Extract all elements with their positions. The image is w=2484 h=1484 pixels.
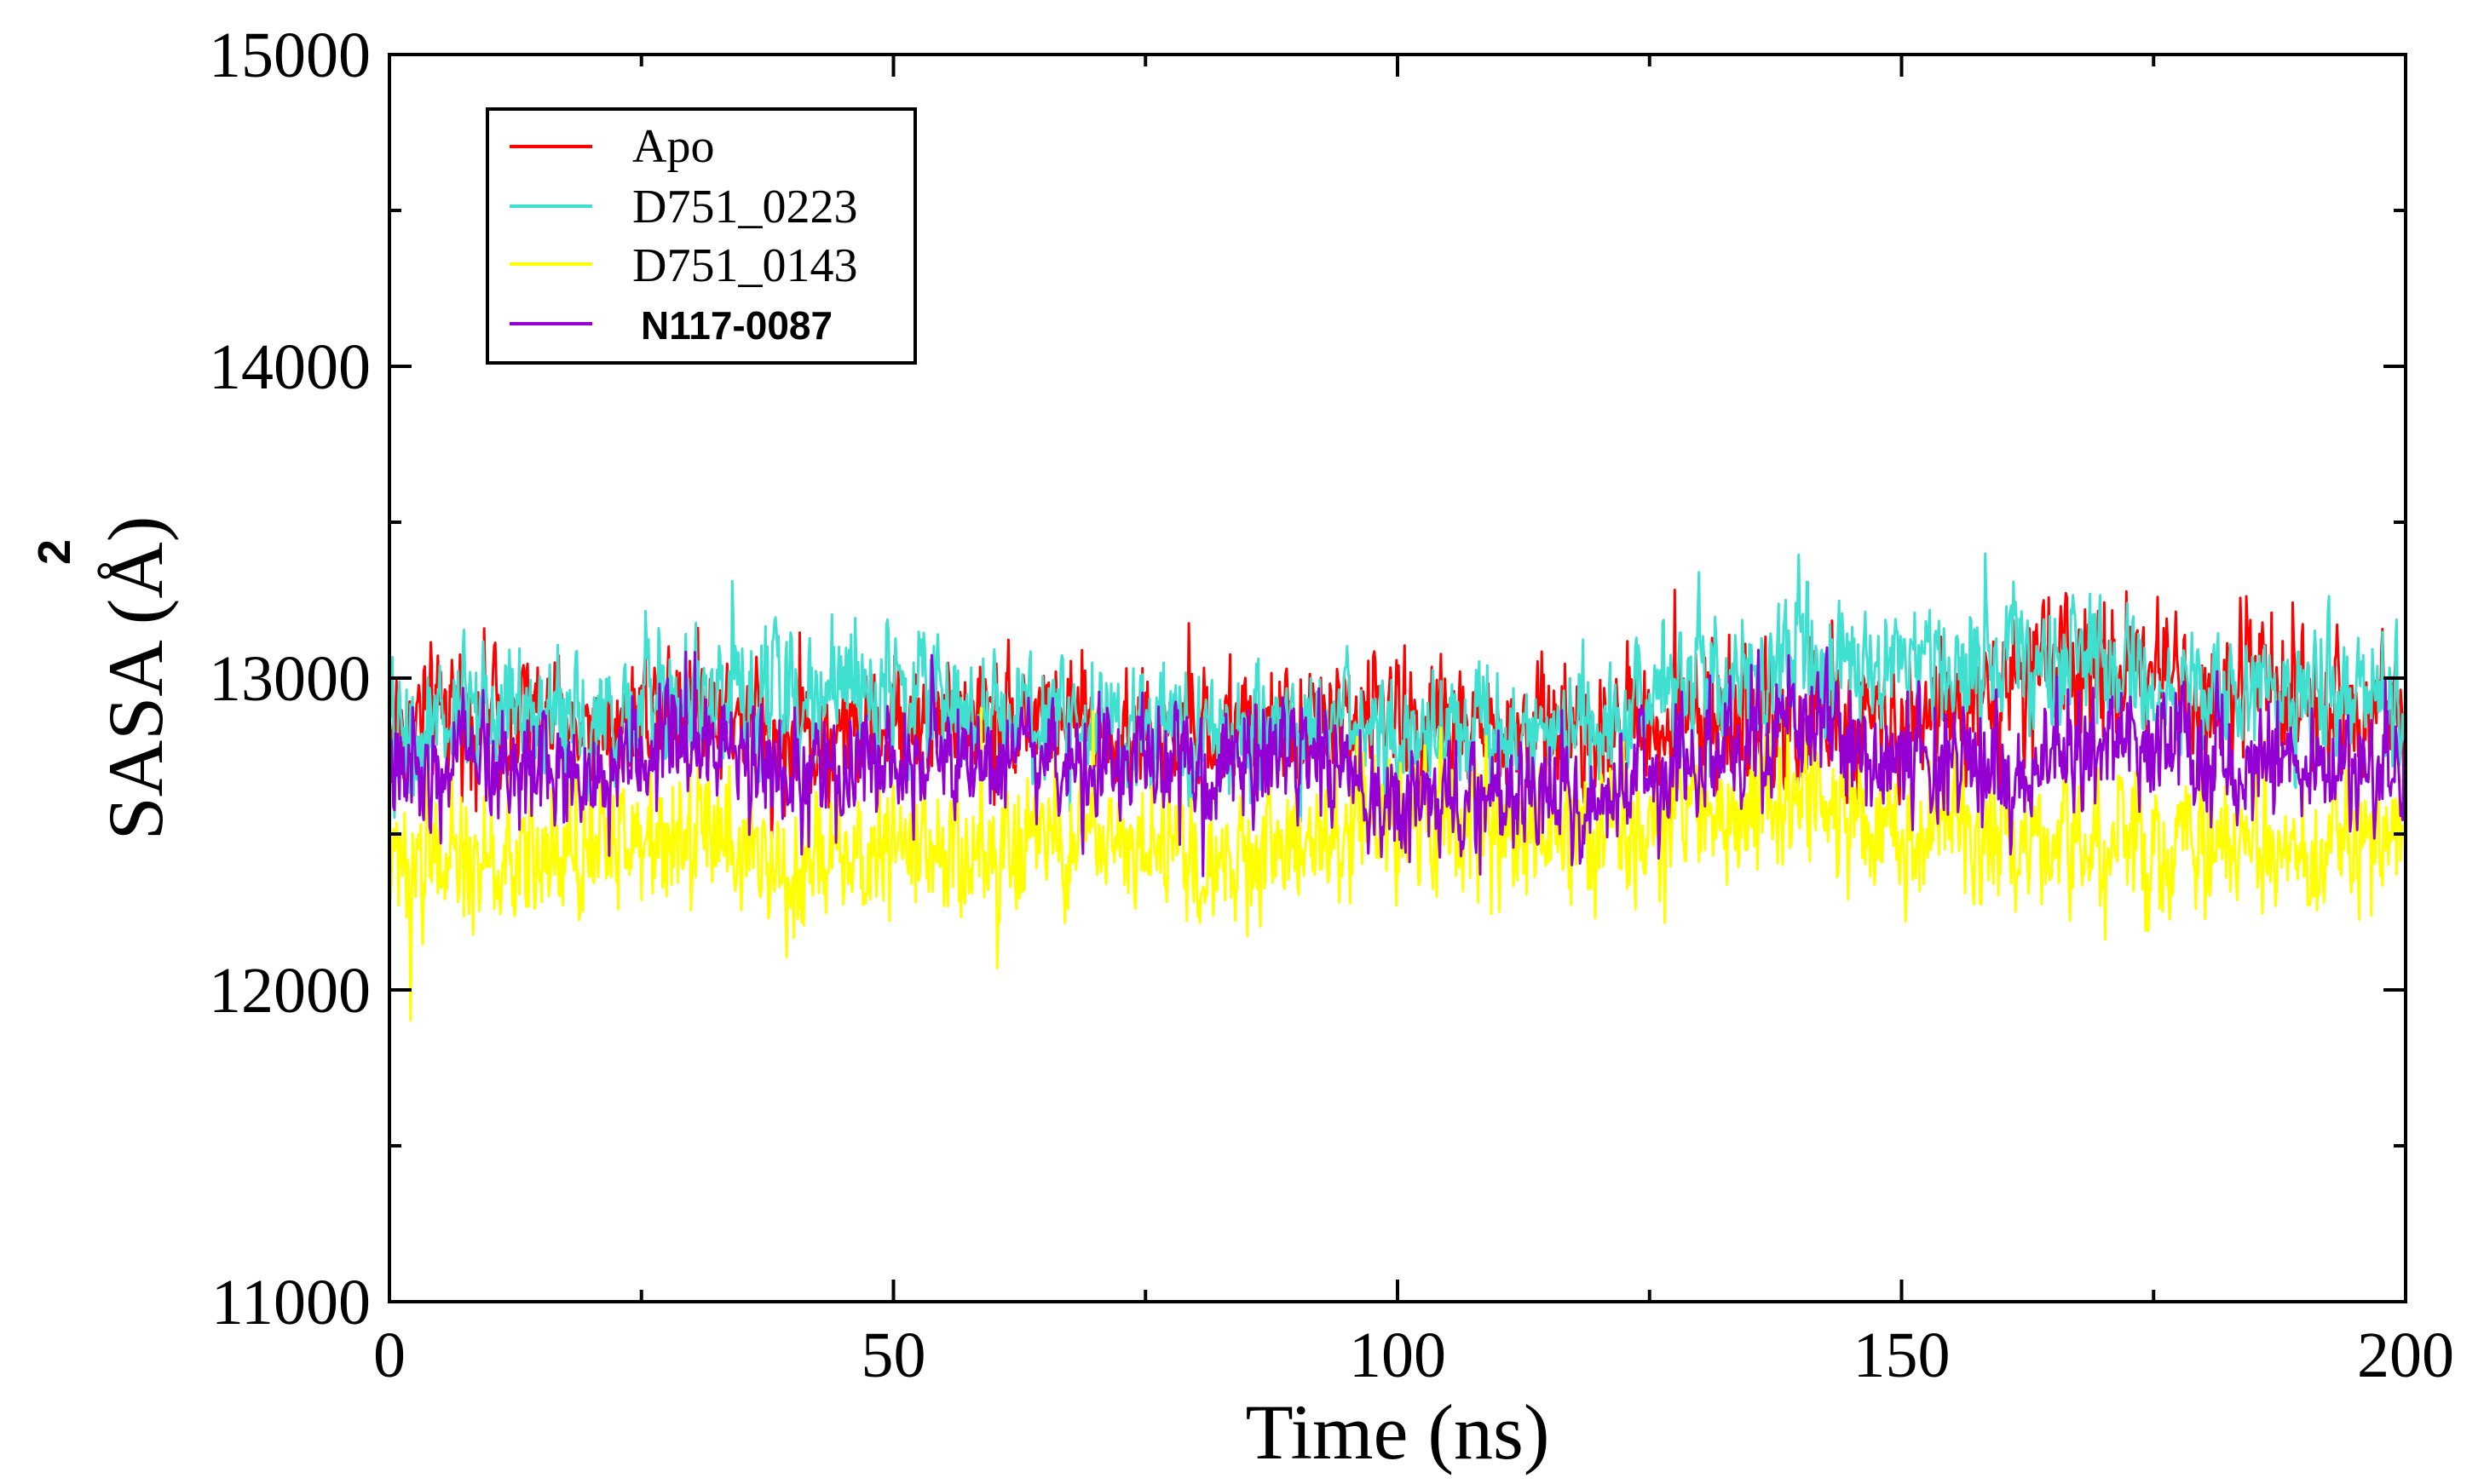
legend-label-apo: Apo	[632, 120, 714, 173]
legend-label-d751-0223: D751_0223	[632, 181, 857, 233]
y-tick-label: 14000	[209, 331, 371, 403]
x-tick-label: 0	[373, 1320, 406, 1391]
series-layer	[389, 552, 2406, 1022]
x-tick-label: 100	[1349, 1320, 1446, 1391]
legend-label-d751-0143: D751_0143	[632, 239, 857, 292]
ticks-layer: 0 50 100 150 200 11000 12000 13000 14000 15000	[209, 20, 2454, 1391]
y-tick-label: 15000	[209, 20, 371, 91]
y-axis-title: SASA (Å)	[92, 516, 179, 841]
legend-label-n117-0087: N117-0087	[641, 303, 833, 348]
y-tick-label: 12000	[209, 955, 371, 1027]
y-tick-label: 13000	[209, 643, 371, 715]
series-line-n117-0087	[389, 646, 2406, 877]
x-tick-label: 150	[1853, 1320, 1951, 1391]
x-axis-title: Time (ns)	[1246, 1389, 1550, 1475]
legend: Apo D751_0223 D751_0143 N117-0087	[486, 107, 917, 365]
y-axis-title-superscript: 2	[29, 539, 80, 565]
x-tick-label: 50	[862, 1320, 926, 1391]
x-tick-label: 200	[2357, 1320, 2454, 1391]
legend-box	[486, 107, 917, 365]
y-tick-label: 11000	[211, 1267, 371, 1338]
